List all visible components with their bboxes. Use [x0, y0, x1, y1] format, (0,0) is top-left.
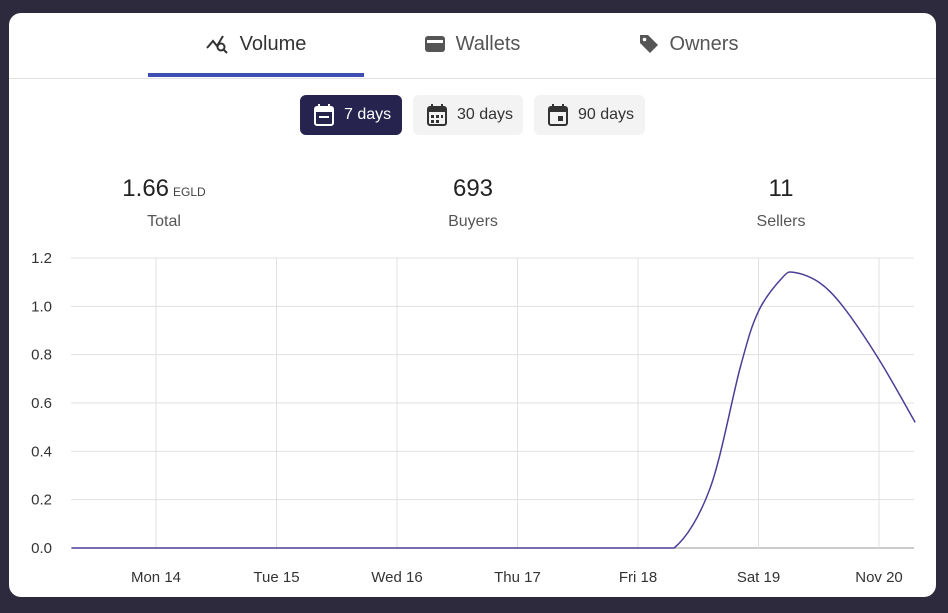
calendar-icon	[314, 104, 334, 126]
x-tick-label: Sat 19	[737, 569, 780, 586]
active-tab-indicator	[148, 73, 364, 77]
volume-line-chart: 0.0 0.2 0.4 0.6 0.8 1.0 1.2 Mon 14 Tue 15 Wed 16 T…	[31, 250, 916, 586]
y-tick-label: 0.0	[31, 540, 52, 557]
y-tick-label: 0.6	[31, 395, 52, 412]
y-tick-label: 0.2	[31, 492, 52, 509]
tab-label: Owners	[669, 32, 739, 55]
tab-owners[interactable]: Owners	[580, 13, 796, 75]
x-tick-label: Mon 14	[131, 569, 181, 586]
buyers-label: Buyers	[448, 213, 498, 230]
tab-bar: Volume Wallets Owners	[9, 13, 936, 79]
x-tick-label: Tue 15	[253, 569, 299, 586]
stat-buyers: 693 Buyers	[373, 175, 573, 231]
x-tick-label: Thu 17	[494, 569, 541, 586]
stat-total: 1.66 EGLD Total	[64, 175, 264, 231]
wallet-icon	[424, 36, 445, 52]
volume-series-line	[71, 271, 916, 549]
y-tick-label: 1.2	[31, 250, 52, 267]
chart-search-icon	[205, 35, 228, 54]
range-90-days-button[interactable]: 90 days	[534, 95, 645, 135]
calendar-icon	[427, 104, 447, 126]
buyers-value: 693	[452, 175, 494, 202]
tab-label: Volume	[239, 32, 307, 55]
x-tick-label: Wed 16	[371, 569, 422, 586]
range-label: 90 days	[578, 106, 635, 123]
sellers-value: 11	[768, 175, 794, 202]
range-30-days-button[interactable]: 30 days	[413, 95, 523, 135]
tab-volume[interactable]: Volume	[148, 13, 364, 75]
tag-icon	[639, 35, 658, 53]
y-tick-label: 1.0	[31, 298, 52, 315]
total-label: Total	[147, 213, 181, 230]
calendar-icon	[548, 104, 568, 126]
y-tick-label: 0.4	[31, 443, 52, 460]
y-tick-label: 0.8	[31, 347, 52, 364]
tab-wallets[interactable]: Wallets	[364, 13, 580, 75]
sellers-label: Sellers	[756, 213, 806, 230]
range-label: 7 days	[344, 106, 392, 123]
stat-sellers: 11 Sellers	[681, 175, 881, 231]
range-7-days-button[interactable]: 7 days	[300, 95, 402, 135]
x-tick-label: Fri 18	[619, 569, 657, 586]
total-value: 1.66	[122, 175, 170, 202]
range-label: 30 days	[457, 106, 514, 123]
volume-card: Volume Wallets Owners 7 da	[9, 13, 936, 597]
total-unit: EGLD	[173, 185, 206, 199]
x-tick-label: Nov 20	[855, 569, 903, 586]
tab-label: Wallets	[455, 32, 521, 55]
